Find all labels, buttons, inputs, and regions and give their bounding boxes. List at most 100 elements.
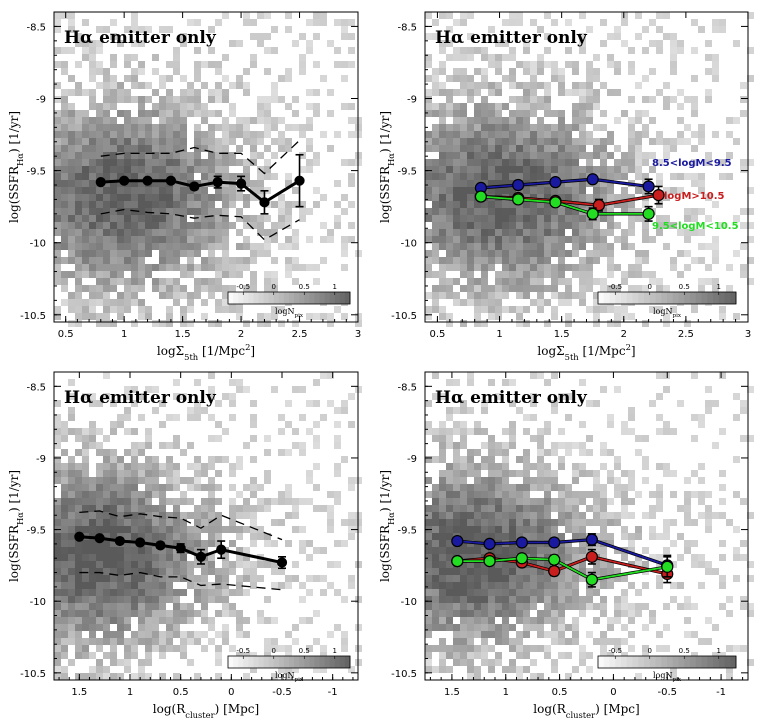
density-cell [747, 610, 754, 617]
density-cell [257, 498, 264, 505]
density-cell [474, 47, 481, 54]
density-cell [495, 110, 502, 117]
density-cell [152, 547, 159, 554]
density-cell [208, 236, 215, 243]
density-cell [299, 166, 306, 173]
density-cell [523, 222, 530, 229]
density-cell [124, 26, 131, 33]
density-cell [54, 421, 61, 428]
density-cell [551, 313, 558, 320]
density-cell [257, 617, 264, 624]
density-cell [250, 138, 257, 145]
density-cell [61, 533, 68, 540]
density-cell [152, 554, 159, 561]
density-cell [173, 236, 180, 243]
colorbar-cell [603, 292, 610, 304]
density-cell [180, 645, 187, 652]
density-cell [68, 75, 75, 82]
density-cell [439, 257, 446, 264]
density-cell [82, 236, 89, 243]
density-cell [117, 313, 124, 320]
density-cell [82, 603, 89, 610]
density-cell [663, 194, 670, 201]
density-cell [446, 554, 453, 561]
density-cell [579, 421, 586, 428]
density-cell [467, 379, 474, 386]
density-cell [54, 47, 61, 54]
density-cell [474, 257, 481, 264]
density-cell [446, 320, 453, 327]
density-cell [460, 547, 467, 554]
density-cell [201, 547, 208, 554]
density-cell [187, 194, 194, 201]
density-cell [187, 19, 194, 26]
density-cell [509, 547, 516, 554]
density-cell [61, 103, 68, 110]
density-cell [278, 215, 285, 222]
density-cell [551, 617, 558, 624]
density-cell [271, 173, 278, 180]
density-cell [292, 386, 299, 393]
density-cell [138, 187, 145, 194]
density-cell [166, 547, 173, 554]
density-cell [740, 498, 747, 505]
density-cell [593, 96, 600, 103]
density-cell [96, 313, 103, 320]
density-cell [600, 554, 607, 561]
density-cell [698, 512, 705, 519]
density-cell [166, 96, 173, 103]
density-cell [236, 145, 243, 152]
density-cell [621, 166, 628, 173]
density-cell [131, 477, 138, 484]
density-cell [516, 19, 523, 26]
density-cell [222, 638, 229, 645]
colorbar-cell [724, 292, 731, 304]
density-cell [68, 103, 75, 110]
density-cell [82, 624, 89, 631]
density-cell [446, 533, 453, 540]
density-cell [103, 222, 110, 229]
colorbar-cell [615, 292, 622, 304]
density-cell [96, 40, 103, 47]
data-point [586, 173, 599, 186]
density-cell [215, 498, 222, 505]
density-cell [656, 89, 663, 96]
density-cell [425, 533, 432, 540]
density-cell [425, 215, 432, 222]
density-cell [663, 526, 670, 533]
density-cell [481, 75, 488, 82]
density-cell [138, 631, 145, 638]
density-cell [348, 533, 355, 540]
density-cell [159, 610, 166, 617]
density-cell [54, 589, 61, 596]
y-tick-label: -10 [401, 597, 417, 608]
density-cell [488, 449, 495, 456]
density-cell [523, 449, 530, 456]
colorbar-cell [233, 656, 239, 668]
density-cell [152, 131, 159, 138]
density-cell [82, 456, 89, 463]
density-cell [341, 250, 348, 257]
density-cell [103, 257, 110, 264]
density-cell [502, 208, 509, 215]
density-cell [635, 12, 642, 19]
density-cell [474, 264, 481, 271]
density-cell [642, 75, 649, 82]
density-cell [215, 533, 222, 540]
density-cell [656, 138, 663, 145]
density-cell [516, 596, 523, 603]
density-cell [138, 596, 145, 603]
density-cell [488, 166, 495, 173]
density-cell [565, 159, 572, 166]
density-cell [537, 68, 544, 75]
density-cell [635, 491, 642, 498]
density-cell [117, 138, 124, 145]
density-cell [236, 124, 243, 131]
density-cell [530, 257, 537, 264]
density-cell [572, 519, 579, 526]
density-cell [628, 215, 635, 222]
density-cell [334, 47, 341, 54]
density-cell [89, 442, 96, 449]
density-cell [194, 61, 201, 68]
density-cell [110, 250, 117, 257]
